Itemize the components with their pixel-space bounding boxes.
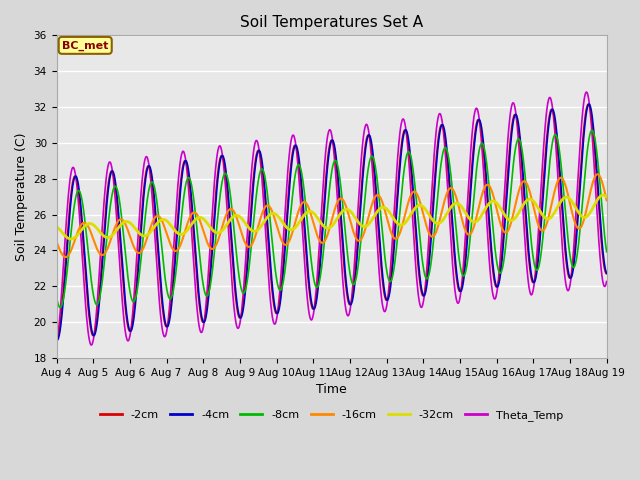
Line: -16cm: -16cm (56, 174, 607, 257)
-32cm (52, 224, 60, 229)
-16cm (62, 254, 70, 260)
Theta_Temp (417, 304, 425, 310)
-2cm (603, 271, 611, 276)
-4cm (237, 315, 244, 321)
-16cm (175, 245, 183, 251)
-4cm (603, 270, 611, 276)
Line: Theta_Temp: Theta_Temp (56, 92, 607, 345)
-32cm (599, 192, 607, 198)
-8cm (417, 248, 425, 254)
-8cm (588, 127, 596, 133)
-4cm (489, 263, 497, 269)
-16cm (417, 204, 425, 209)
-2cm (417, 286, 424, 292)
-16cm (538, 228, 545, 233)
-4cm (175, 203, 183, 209)
Text: BC_met: BC_met (62, 40, 108, 50)
-32cm (489, 198, 497, 204)
Theta_Temp (162, 332, 170, 338)
-4cm (54, 337, 61, 343)
-8cm (538, 247, 545, 252)
-16cm (52, 239, 60, 244)
-2cm (584, 101, 592, 107)
Title: Soil Temperatures Set A: Soil Temperatures Set A (240, 15, 423, 30)
-32cm (175, 231, 183, 237)
Theta_Temp (538, 176, 545, 182)
Legend: -2cm, -4cm, -8cm, -16cm, -32cm, Theta_Temp: -2cm, -4cm, -8cm, -16cm, -32cm, Theta_Te… (95, 406, 568, 425)
Theta_Temp (52, 342, 60, 348)
Line: -2cm: -2cm (56, 104, 607, 340)
-8cm (56, 305, 64, 311)
-32cm (603, 194, 611, 200)
-16cm (162, 228, 170, 234)
Line: -32cm: -32cm (56, 195, 607, 239)
Theta_Temp (88, 342, 95, 348)
-16cm (489, 192, 497, 198)
-32cm (417, 203, 425, 208)
-8cm (52, 294, 60, 300)
-2cm (538, 211, 545, 216)
-2cm (489, 266, 497, 272)
-2cm (237, 315, 244, 321)
Theta_Temp (582, 89, 590, 95)
-8cm (237, 284, 244, 289)
-8cm (603, 249, 611, 255)
-32cm (162, 217, 170, 223)
Y-axis label: Soil Temperature (C): Soil Temperature (C) (15, 132, 28, 261)
-4cm (538, 216, 545, 221)
-8cm (175, 237, 183, 243)
-16cm (237, 228, 244, 234)
-2cm (52, 337, 60, 343)
-4cm (162, 322, 170, 327)
Theta_Temp (489, 292, 497, 298)
-8cm (162, 281, 170, 287)
Line: -4cm: -4cm (56, 104, 607, 340)
Theta_Temp (175, 168, 183, 173)
Line: -8cm: -8cm (56, 130, 607, 308)
X-axis label: Time: Time (316, 383, 347, 396)
-16cm (593, 171, 601, 177)
-32cm (538, 211, 545, 216)
-8cm (489, 227, 497, 233)
-2cm (162, 323, 170, 328)
-32cm (67, 236, 75, 242)
-32cm (237, 215, 244, 220)
Theta_Temp (603, 278, 611, 284)
-2cm (175, 199, 182, 204)
-16cm (603, 197, 611, 203)
-4cm (585, 101, 593, 107)
-4cm (417, 284, 425, 289)
Theta_Temp (237, 315, 244, 321)
-4cm (52, 336, 60, 342)
